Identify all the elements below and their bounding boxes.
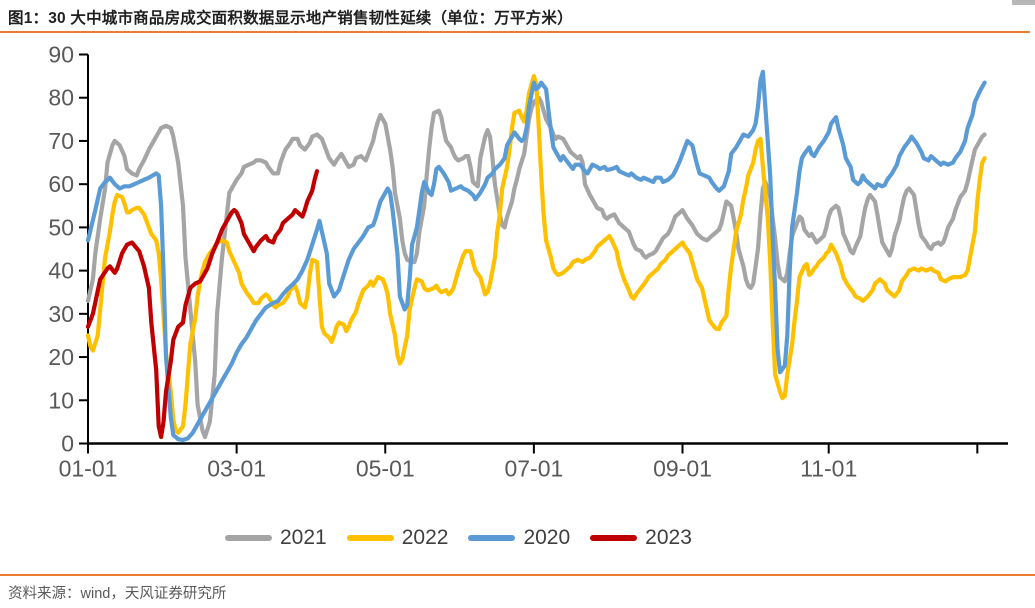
legend-item-2021: 2021 [225,526,327,550]
y-tick-label: 40 [48,258,74,284]
legend-item-2022: 2022 [346,526,449,550]
series-line-2020 [85,69,987,443]
y-tick-label: 60 [48,171,74,197]
legend-label: 2023 [645,526,692,549]
footer-divider [0,574,1035,576]
series-line-2021 [85,95,987,440]
legend-label: 2021 [280,526,327,549]
series-line-2022 [85,73,987,435]
chart-legend: 2021 2022 2020 2023 [225,524,712,552]
legend-label: 2022 [401,526,449,549]
title-divider [0,31,1030,33]
y-tick-label: 50 [48,214,74,240]
x-tick-label: 03-01 [207,456,266,482]
x-tick-label: 07-01 [504,456,563,482]
x-tick-label: 01-01 [59,456,118,482]
series-line-2023 [85,169,320,440]
x-tick-label: 11-01 [800,456,857,482]
legend-swatch-2023 [590,535,638,541]
x-tick-label: 05-01 [356,456,415,482]
y-tick-label: 80 [48,85,74,111]
y-tick-label: 90 [48,42,74,68]
y-tick-label: 0 [61,431,74,457]
scrollbar-fragment [1012,0,1035,5]
y-tick-label: 20 [48,344,74,370]
legend-swatch-2020 [468,535,516,541]
y-tick-label: 70 [48,128,74,154]
legend-swatch-2022 [346,535,394,541]
y-tick-label: 10 [48,387,74,413]
source-note: 资料来源：wind，天风证券研究所 [8,586,227,602]
page-title: 图1：30 大中城市商品房成交面积数据显示地产销售韧性延续（单位：万平方米） [8,10,573,27]
x-tick-label: 09-01 [653,456,712,482]
legend-item-2020: 2020 [468,526,570,550]
legend-label: 2020 [523,526,571,549]
legend-swatch-2021 [225,535,272,541]
y-tick-label: 30 [48,301,74,327]
legend-item-2023: 2023 [590,526,692,550]
